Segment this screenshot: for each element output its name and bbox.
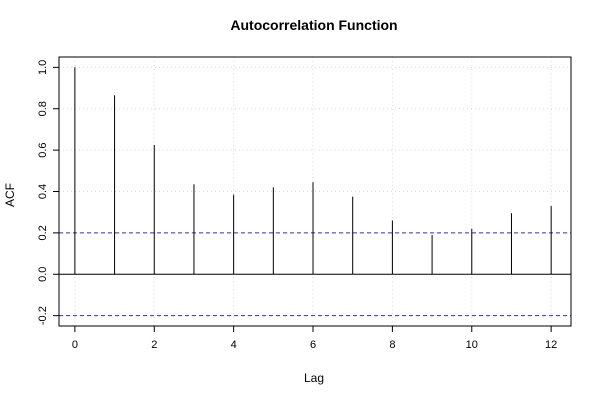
y-tick-label-6: 1.0 bbox=[37, 60, 49, 75]
x-tick-label-5: 10 bbox=[466, 339, 478, 351]
y-tick-label-1: 0.0 bbox=[37, 267, 49, 282]
grid bbox=[59, 57, 571, 326]
x-tick-label-2: 4 bbox=[231, 339, 237, 351]
y-tick-label-5: 0.8 bbox=[37, 101, 49, 116]
chart-title: Autocorrelation Function bbox=[230, 17, 397, 33]
x-tick-label-3: 6 bbox=[310, 339, 316, 351]
confidence-bounds bbox=[59, 232, 571, 317]
y-tick-label-4: 0.6 bbox=[37, 142, 49, 157]
y-axis-label: ACF bbox=[3, 183, 17, 207]
x-tick-label-0: 0 bbox=[72, 339, 78, 351]
y-tick-label-0: -0.2 bbox=[37, 306, 49, 325]
y-axis: -0.2 0.0 0.2 0.4 0.6 0.8 1.0 bbox=[37, 60, 59, 325]
y-tick-label-3: 0.4 bbox=[37, 184, 49, 199]
y-tick-label-2: 0.2 bbox=[37, 225, 49, 240]
x-tick-label-4: 8 bbox=[389, 339, 395, 351]
acf-bars bbox=[74, 67, 552, 275]
x-tick-label-1: 2 bbox=[151, 339, 157, 351]
x-axis-label: Lag bbox=[304, 371, 324, 385]
x-axis: 0 2 4 6 8 10 12 bbox=[72, 326, 557, 351]
x-tick-label-6: 12 bbox=[545, 339, 557, 351]
